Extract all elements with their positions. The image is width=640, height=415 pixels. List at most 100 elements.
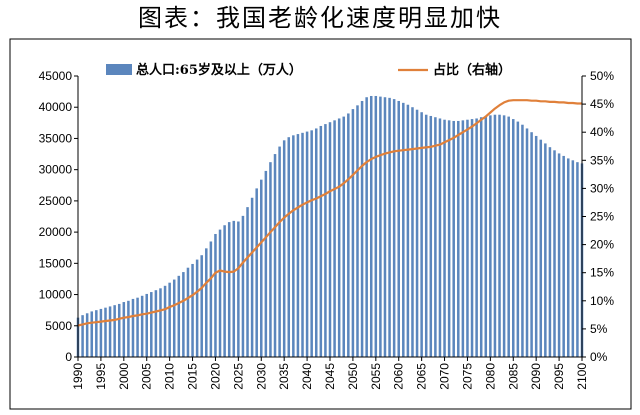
bar-2070	[443, 119, 446, 357]
bar-2002	[131, 298, 135, 357]
bar-2034	[278, 146, 281, 357]
x-tick-label: 2055	[369, 363, 383, 390]
bar-2078	[479, 117, 483, 357]
bar-2009	[163, 285, 167, 357]
x-tick-label: 2060	[392, 363, 406, 390]
bar-2043	[319, 125, 323, 357]
bar-2057	[383, 97, 387, 357]
y-right-tick-label: 5%	[590, 322, 608, 336]
bar-2011	[172, 279, 176, 357]
x-tick-label: 2000	[117, 363, 131, 390]
axes: 0 5000 10000 15000 20000 25000 30000 35000 40000…	[39, 69, 615, 390]
bar-2052	[360, 100, 364, 357]
bar-2074	[461, 120, 465, 357]
bar-2077	[475, 118, 478, 357]
y-right-tick-label: 35%	[590, 153, 614, 167]
x-tick-label: 2090	[529, 363, 543, 390]
bar-2021	[218, 229, 222, 357]
y-right-tick-label: 45%	[590, 97, 614, 111]
bar-2094	[553, 150, 556, 357]
legend-line-label: 占比（右轴）	[433, 62, 511, 78]
bar-2012	[177, 275, 181, 357]
bar-2065	[420, 112, 423, 358]
y-left-tick-label: 15000	[39, 256, 73, 270]
bar-1997	[108, 306, 112, 357]
bar-2092	[544, 143, 547, 357]
bar-2024	[232, 220, 236, 357]
bar-2016	[195, 259, 199, 357]
bar-2001	[127, 300, 130, 357]
y-left-tick-label: 0	[65, 350, 72, 364]
bar-2030	[260, 179, 263, 357]
bar-2086	[516, 121, 520, 357]
bar-2075	[466, 119, 469, 357]
y-left-tick-label: 25000	[39, 194, 73, 208]
bar-2003	[136, 297, 139, 357]
bar-2064	[415, 109, 419, 357]
bar-2031	[264, 170, 268, 357]
x-tick-label: 2045	[323, 363, 337, 390]
bar-2015	[191, 263, 194, 357]
y-left-tick-label: 10000	[39, 288, 73, 302]
x-tick-label: 2080	[483, 363, 497, 390]
chart-frame	[9, 38, 632, 410]
bar-2042	[314, 128, 318, 357]
bar-2082	[498, 114, 501, 358]
bar-2093	[548, 147, 552, 357]
x-tick-label: 2050	[346, 363, 360, 390]
x-tick-label: 2030	[254, 363, 268, 390]
bar-2004	[140, 295, 144, 357]
bar-2035	[282, 140, 286, 357]
x-tick-label: 2015	[186, 363, 200, 390]
bar-2067	[429, 115, 433, 357]
bar-2008	[159, 288, 162, 357]
bar-2023	[227, 222, 231, 357]
bar-2006	[150, 292, 153, 357]
bar-2000	[122, 302, 126, 357]
bar-2025	[237, 221, 240, 357]
bar-2010	[168, 282, 171, 357]
bar-2099	[576, 162, 579, 357]
bar-1993	[90, 311, 94, 357]
bar-2083	[502, 115, 506, 357]
bar-2054	[369, 95, 373, 357]
x-tick-label: 2040	[300, 363, 314, 390]
line-series	[77, 99, 582, 327]
legend: 总人口:65岁及以上（万人） 占比（右轴）	[106, 62, 511, 78]
x-tick-label: 2020	[208, 363, 222, 390]
x-tick-label: 2005	[140, 363, 154, 390]
y-left-tick-label: 35000	[39, 131, 73, 145]
bar-2033	[273, 154, 277, 357]
bar-2045	[328, 122, 332, 357]
bar-2029	[255, 188, 258, 357]
y-left-tick-label: 5000	[45, 319, 72, 333]
bar-1996	[104, 307, 107, 357]
bar-2091	[539, 139, 543, 357]
bar-2037	[292, 135, 295, 357]
bar-2060	[397, 100, 400, 357]
y-right-tick-label: 0%	[590, 350, 608, 364]
bar-1999	[117, 303, 121, 357]
bar-2017	[200, 255, 203, 357]
x-tick-label: 2070	[438, 363, 452, 390]
bar-2026	[241, 215, 245, 357]
bar-2022	[223, 225, 226, 357]
bar-2058	[388, 97, 391, 357]
x-tick-label: 1995	[94, 363, 108, 390]
bar-2061	[402, 102, 405, 358]
x-tick-label: 2075	[460, 363, 474, 390]
y-right-tick-label: 15%	[590, 266, 614, 280]
bar-series	[76, 95, 584, 358]
y-left-tick-label: 45000	[39, 69, 73, 83]
x-tick-label: 2085	[506, 363, 520, 390]
bar-2088	[525, 128, 529, 357]
bar-2071	[447, 120, 451, 357]
bar-2066	[424, 114, 428, 358]
bar-2097	[566, 158, 570, 357]
bar-2055	[374, 95, 378, 357]
y-right-tick-label: 25%	[590, 210, 614, 224]
bar-2062	[406, 104, 410, 357]
bar-2013	[182, 272, 185, 357]
bar-2036	[287, 137, 291, 357]
bar-2076	[470, 119, 474, 357]
